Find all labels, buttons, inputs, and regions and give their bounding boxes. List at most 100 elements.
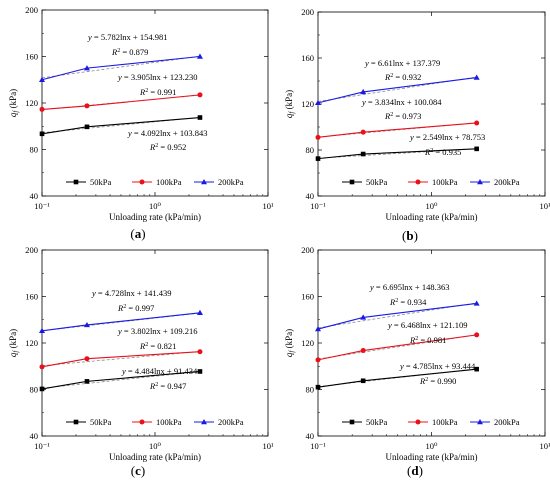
- data-point-square: [39, 131, 45, 137]
- legend-label: 50kPa: [366, 177, 387, 187]
- fit-r-squared: R2 = 0.973: [384, 111, 421, 121]
- data-point-triangle: [315, 326, 321, 332]
- series-200kPa: y = 6.695lnx + 148.363 R2 = 0.934: [315, 282, 480, 332]
- x-tick-label: 10¹: [539, 201, 550, 211]
- legend-label: 100kPa: [156, 177, 182, 187]
- panel-label: (a): [130, 226, 145, 241]
- fit-r-squared: R2 = 0.932: [384, 72, 421, 82]
- series-100kPa: y = 3.802lnx + 109.216 R2 = 0.821: [39, 326, 203, 370]
- data-point-triangle: [39, 76, 45, 82]
- fit-r-squared: R2 = 0.997: [117, 303, 154, 313]
- data-point-square: [360, 151, 366, 157]
- fit-r-squared: R2 = 0.991: [139, 87, 176, 97]
- chart-panel-c: 40 80 120 160 200 10⁻¹ 10⁰ 10¹ Unloading rate (k…: [8, 245, 274, 478]
- series-100kPa: y = 6.468lnx + 121.109 R2 = 0.981: [315, 320, 480, 363]
- chart-panel-a: 40 80 120 160 200 10⁻¹ 10⁰ 10¹ Unloading rate (k…: [8, 5, 274, 241]
- data-point-square: [39, 386, 45, 392]
- y-tick-label: 80: [30, 145, 39, 155]
- fit-curve: [317, 76, 477, 102]
- y-tick-label: 120: [25, 338, 38, 348]
- y-tick-label: 160: [301, 53, 314, 63]
- legend-label: 200kPa: [494, 417, 520, 427]
- series-50kPa: y = 4.785lnx + 93.444 R2 = 0.990: [315, 361, 479, 390]
- y-tick-label: 40: [306, 191, 315, 201]
- y-axis-label: qf (kPa): [8, 329, 20, 357]
- legend-marker-triangle: [201, 419, 207, 425]
- data-point-square: [84, 379, 90, 384]
- series-50kPa: y = 2.549lnx + 78.753 R2 = 0.935: [315, 132, 485, 161]
- y-tick-label: 120: [25, 98, 38, 108]
- legend-marker-circle: [139, 419, 145, 425]
- legend-marker-square: [349, 179, 355, 185]
- legend-marker-circle: [139, 179, 145, 185]
- legend-label: 200kPa: [218, 417, 244, 427]
- fit-r-squared: R2 = 0.981: [409, 335, 446, 345]
- data-point-triangle: [473, 300, 480, 306]
- fit-r-squared: R2 = 0.821: [139, 341, 176, 351]
- legend-label: 100kPa: [156, 417, 182, 427]
- legend-label: 200kPa: [494, 177, 520, 187]
- x-tick-label: 10⁰: [149, 201, 162, 211]
- fit-equation: y = 4.728lnx + 141.439: [91, 288, 171, 298]
- legend-marker-square: [73, 419, 79, 425]
- data-point-circle: [84, 103, 90, 109]
- data-point-square: [315, 156, 321, 161]
- x-tick-label: 10⁻¹: [34, 201, 50, 211]
- panel-label: (d): [407, 463, 423, 478]
- x-axis-label: Unloading rate (kPa/min): [386, 452, 478, 462]
- series-line: [317, 334, 477, 361]
- y-tick-label: 40: [30, 191, 39, 201]
- x-tick-label: 10⁻¹: [310, 441, 326, 451]
- legend-marker-square: [73, 179, 79, 185]
- y-tick-label: 80: [30, 385, 39, 395]
- legend-marker-triangle: [477, 179, 483, 185]
- data-point-circle: [315, 134, 321, 140]
- fit-equation: y = 6.468lnx + 121.109: [387, 320, 467, 330]
- data-point-circle: [84, 356, 90, 362]
- data-point-square: [315, 384, 321, 390]
- x-tick-label: 10⁻¹: [310, 201, 326, 211]
- legend-marker-triangle: [477, 419, 483, 425]
- x-tick-label: 10⁻¹: [34, 441, 50, 451]
- data-point-square: [84, 124, 90, 130]
- y-tick-label: 80: [306, 385, 315, 395]
- fit-curve: [317, 334, 477, 360]
- data-point-circle: [39, 106, 45, 112]
- y-tick-label: 200: [25, 245, 38, 255]
- fit-equation: y = 3.905lnx + 123.230: [117, 72, 197, 82]
- data-point-triangle: [196, 309, 203, 315]
- series-line: [41, 94, 201, 110]
- legend-label: 100kPa: [432, 177, 458, 187]
- fit-r-squared: R2 = 0.990: [419, 376, 456, 386]
- fit-r-squared: R2 = 0.947: [149, 381, 186, 391]
- y-tick-label: 160: [25, 292, 38, 302]
- legend-marker-square: [349, 419, 355, 425]
- x-tick-label: 10¹: [262, 441, 274, 451]
- series-200kPa: y = 6.61lnx + 137.379 R2 = 0.932: [315, 58, 480, 106]
- series-200kPa: y = 4.728lnx + 141.439 R2 = 0.997: [39, 288, 203, 333]
- series-100kPa: y = 3.834lnx + 100.084 R2 = 0.973: [315, 97, 480, 140]
- data-point-circle: [315, 357, 321, 363]
- fit-equation: y = 4.092lnx + 103.843: [127, 128, 207, 138]
- y-tick-label: 80: [306, 145, 315, 155]
- data-point-triangle: [39, 327, 45, 333]
- data-point-triangle: [315, 99, 321, 106]
- data-point-square: [474, 366, 479, 372]
- y-axis-label: qf (kPa): [284, 329, 296, 357]
- y-tick-label: 200: [301, 245, 314, 255]
- chart-panel-b: 40 80 120 160 200 10⁻¹ 10⁰ 10¹ Unloading rate (k…: [284, 7, 550, 243]
- data-point-circle: [360, 129, 366, 135]
- data-point-square: [474, 146, 479, 152]
- x-tick-label: 10¹: [262, 201, 274, 211]
- series-200kPa: y = 5.782lnx + 154.981 R2 = 0.879: [39, 32, 203, 82]
- data-point-circle: [474, 332, 480, 338]
- data-point-square: [360, 378, 366, 384]
- y-tick-label: 160: [301, 292, 314, 302]
- legend-label: 50kPa: [90, 177, 111, 187]
- fit-r-squared: R2 = 0.879: [111, 47, 148, 57]
- fit-equation: y = 6.695lnx + 148.363: [369, 282, 449, 292]
- y-tick-label: 40: [306, 431, 315, 441]
- y-axis-label: qf (kPa): [284, 90, 296, 118]
- panel-label: (b): [402, 228, 418, 243]
